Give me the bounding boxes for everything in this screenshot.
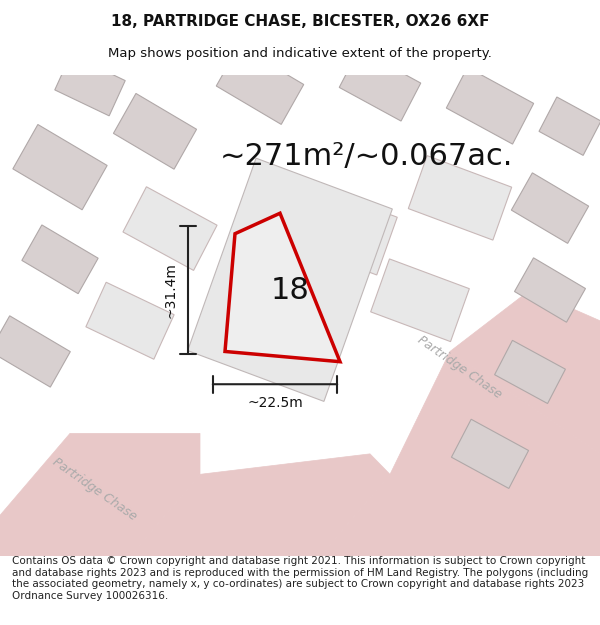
Polygon shape <box>446 68 533 144</box>
Polygon shape <box>123 187 217 271</box>
Polygon shape <box>86 282 174 359</box>
Text: 18: 18 <box>271 276 310 304</box>
Text: Partridge Chase: Partridge Chase <box>415 333 505 401</box>
Polygon shape <box>451 419 529 489</box>
Polygon shape <box>409 156 512 240</box>
Text: ~31.4m: ~31.4m <box>163 262 177 318</box>
Text: ~22.5m: ~22.5m <box>247 396 303 409</box>
Polygon shape <box>216 46 304 124</box>
Polygon shape <box>55 54 125 116</box>
Text: ~271m²/~0.067ac.: ~271m²/~0.067ac. <box>220 142 514 171</box>
Polygon shape <box>130 454 390 556</box>
Polygon shape <box>494 341 565 404</box>
Polygon shape <box>371 259 469 342</box>
Polygon shape <box>225 213 340 362</box>
Polygon shape <box>539 97 600 156</box>
Text: 18, PARTRIDGE CHASE, BICESTER, OX26 6XF: 18, PARTRIDGE CHASE, BICESTER, OX26 6XF <box>111 14 489 29</box>
Polygon shape <box>0 433 200 556</box>
Text: Partridge Chase: Partridge Chase <box>50 456 140 524</box>
Polygon shape <box>515 258 586 322</box>
Text: Contains OS data © Crown copyright and database right 2021. This information is : Contains OS data © Crown copyright and d… <box>12 556 588 601</box>
Polygon shape <box>511 173 589 243</box>
Polygon shape <box>283 182 397 275</box>
Polygon shape <box>450 290 600 454</box>
Text: Map shows position and indicative extent of the property.: Map shows position and indicative extent… <box>108 48 492 61</box>
Polygon shape <box>113 94 197 169</box>
Polygon shape <box>22 225 98 294</box>
Polygon shape <box>339 49 421 121</box>
Polygon shape <box>188 158 392 401</box>
Polygon shape <box>320 351 600 556</box>
Polygon shape <box>0 316 70 387</box>
Polygon shape <box>13 124 107 210</box>
